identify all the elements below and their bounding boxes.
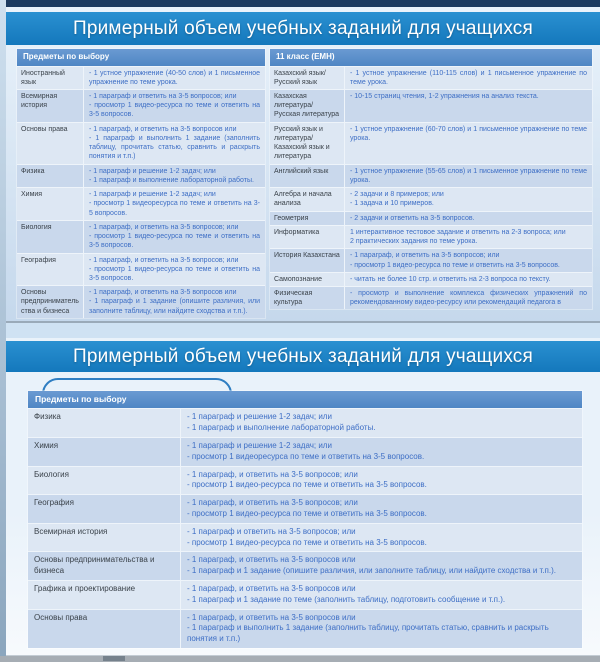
tasks-cell: - 1 устное упражнение (40-50 слов) и 1 п…: [89, 69, 260, 86]
tasks-cell: - 1 устное упражнение (60-70 слов) и 1 п…: [350, 125, 587, 142]
table-row: Казахская литература/ Русская литература…: [270, 89, 592, 122]
table-row: Основы предпринимательства и бизнеса - 1…: [17, 285, 265, 318]
page-title: Примерный объем учебных заданий для учащ…: [6, 12, 600, 45]
subject-cell: Иностранный язык: [17, 66, 84, 90]
subject-cell: География: [28, 495, 181, 523]
table-row: Казахский язык/ Русский язык - 1 устное …: [270, 65, 592, 90]
left-edge-band: [0, 0, 6, 662]
table-row: Всемирная история - 1 параграф и ответит…: [17, 89, 265, 122]
table-row: География - 1 параграф, и ответить на 3-…: [17, 252, 265, 286]
tasks-cell: - 1 параграф, и ответить на 3-5 вопросов…: [187, 555, 556, 576]
table-row: Физика - 1 параграф и решение 1-2 задач;…: [17, 163, 265, 188]
table-header: Предметы по выбору: [28, 391, 582, 409]
tasks-cell: - 1 параграф и ответить на 3-5 вопросов;…: [187, 526, 427, 547]
tasks-cell: - 1 параграф, и ответить на 3-5 вопросов…: [89, 289, 260, 315]
subjects-table: Предметы по выбору Иностранный язык - 1 …: [17, 49, 265, 318]
tasks-cell: - 1 устное упражнение (110-115 слов) и 1…: [350, 69, 587, 86]
tasks-cell: - 1 параграф, и ответить на 3-5 вопросов…: [187, 469, 427, 490]
table-row: Всемирная история - 1 параграф и ответит…: [28, 522, 582, 552]
table-row: Основы предпринимательства и бизнеса - 1…: [28, 551, 582, 581]
tasks-cell: - 1 параграф и решение 1-2 задач; или - …: [89, 191, 260, 217]
table-row: Геометрия - 2 задачи и ответить на 3-5 в…: [270, 210, 592, 225]
subject-cell: Геометрия: [270, 211, 345, 225]
table-row: Физическая культура - просмотр и выполне…: [270, 286, 592, 310]
slide-2: Примерный объем учебных заданий для учащ…: [6, 338, 600, 656]
subject-cell: Биология: [17, 220, 84, 253]
subject-cell: Английский язык: [270, 164, 345, 188]
subject-cell: Физика: [17, 164, 84, 188]
bottom-strip-marker: [103, 656, 125, 661]
subject-cell: Алгебра и начала анализа: [270, 188, 345, 211]
table-row: Основы права - 1 параграф, и ответить на…: [17, 121, 265, 164]
subject-cell: Всемирная история: [28, 523, 181, 552]
tasks-cell: - 1 параграф, и ответить на 3-5 вопросов…: [89, 256, 260, 282]
table-row: История Казахстана - 1 параграф, и ответ…: [270, 248, 592, 272]
table-row: География - 1 параграф, и ответить на 3-…: [28, 494, 582, 523]
subject-cell: Основы предпринимательства и бизнеса: [17, 286, 84, 318]
subject-cell: Казахская литература/ Русская литература: [270, 90, 345, 122]
subject-cell: Основы предпринимательства и бизнеса: [28, 552, 181, 581]
table-row: Физика - 1 параграф и решение 1-2 задач;…: [28, 408, 582, 438]
tasks-cell: - 1 параграф, и ответить на 3-5 вопросов…: [89, 223, 260, 250]
subject-cell: Физика: [28, 409, 181, 438]
table-row: Английский язык - 1 устное упражнение (5…: [270, 163, 592, 188]
page-title: Примерный объем учебных заданий для учащ…: [6, 341, 600, 372]
table-row: Алгебра и начала анализа - 2 задачи и 8 …: [270, 187, 592, 211]
subject-cell: Русский язык и литература/ Казахский язы…: [270, 122, 345, 164]
table-header: 11 класс (ЕМН): [270, 49, 592, 66]
tasks-cell: - 2 задачи и 8 примеров; или - 1 задача …: [350, 191, 444, 208]
tasks-cell: - 1 параграф и решение 1-2 задач; или - …: [89, 167, 254, 184]
subject-cell: Биология: [28, 466, 181, 495]
subject-cell: История Казахстана: [270, 249, 345, 272]
tasks-cell: - 1 параграф и решение 1-2 задач; или - …: [187, 441, 425, 461]
tasks-cell: - 1 параграф, и ответить на 3-5 вопросов…: [187, 584, 506, 604]
subject-cell: Физическая культура: [270, 287, 345, 310]
subject-cell: Всемирная история: [17, 90, 84, 122]
subject-cell: Информатика: [270, 225, 345, 249]
subject-cell: Основы права: [28, 609, 181, 649]
bottom-strip: [0, 656, 600, 662]
electives-table: Предметы по выбору Физика - 1 параграф и…: [28, 391, 582, 649]
tasks-cell: - 10-15 страниц чтения, 1-2 упражнения н…: [350, 93, 539, 101]
table-row: Русский язык и литература/ Казахский язы…: [270, 121, 592, 164]
subject-cell: Графика и проектирование: [28, 581, 181, 609]
tasks-cell: - 1 параграф, и ответить на 3-5 вопросов…: [350, 252, 560, 269]
tasks-cell: - 1 параграф и ответить на 3-5 вопросов;…: [89, 93, 260, 119]
top-strip: [6, 0, 600, 7]
subject-cell: Казахский язык/ Русский язык: [270, 66, 345, 90]
tasks-cell: - 1 параграф, и ответить на 3-5 вопросов…: [187, 498, 427, 519]
tasks-cell: 1 интерактивное тестовое задание и ответ…: [350, 228, 566, 246]
table-row: Биология - 1 параграф, и ответить на 3-5…: [28, 465, 582, 495]
tasks-cell: - 1 параграф, и ответить на 3-5 вопросов…: [187, 612, 549, 644]
tasks-cell: - 1 параграф, и ответить на 3-5 вопросов…: [89, 125, 260, 161]
slide-1: Примерный объем учебных заданий для учащ…: [6, 7, 600, 323]
table-row: Графика и проектирование - 1 параграф, и…: [28, 580, 582, 609]
subject-cell: География: [17, 253, 84, 286]
table-row: Самопознание - читать не более 10 стр. и…: [270, 271, 592, 286]
subject-cell: Химия: [28, 438, 181, 466]
grade11-table: 11 класс (ЕМН) Казахский язык/ Русский я…: [270, 49, 592, 310]
tasks-cell: - просмотр и выполнение комплекса физиче…: [350, 290, 587, 307]
table-row: Биология - 1 параграф, и ответить на 3-5…: [17, 219, 265, 253]
tasks-cell: - 2 задачи и ответить на 3-5 вопросов.: [350, 214, 475, 222]
tasks-cell: - читать не более 10 стр. и ответить на …: [350, 275, 551, 283]
table-header: Предметы по выбору: [17, 49, 265, 66]
subject-cell: Химия: [17, 188, 84, 220]
table-row: Информатика 1 интерактивное тестовое зад…: [270, 224, 592, 249]
table-row: Основы права - 1 параграф, и ответить на…: [28, 608, 582, 649]
table-row: Иностранный язык - 1 устное упражнение (…: [17, 65, 265, 90]
subject-cell: Основы права: [17, 122, 84, 164]
tasks-cell: - 1 устное упражнение (55-65 слов) и 1 п…: [350, 167, 587, 184]
subject-cell: Самопознание: [270, 272, 345, 286]
table-row: Химия - 1 параграф и решение 1-2 задач; …: [28, 437, 582, 466]
tasks-cell: - 1 параграф и решение 1-2 задач; или - …: [187, 412, 376, 433]
table-row: Химия - 1 параграф и решение 1-2 задач; …: [17, 187, 265, 220]
